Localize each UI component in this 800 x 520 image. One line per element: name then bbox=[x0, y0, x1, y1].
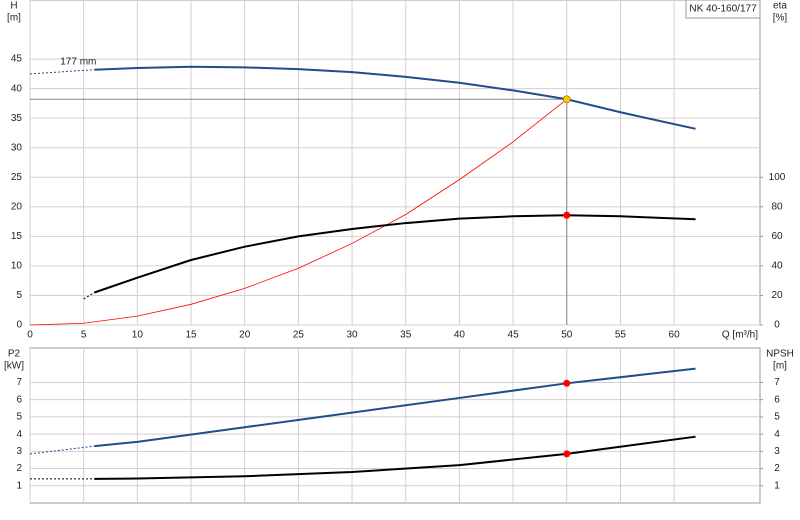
y2-tick-label: 2 bbox=[774, 463, 780, 474]
curve bbox=[29, 98, 568, 326]
y2-tick-label: 80 bbox=[771, 201, 783, 212]
y2-unit: [%] bbox=[773, 13, 788, 24]
chart-title: NK 40-160/177 bbox=[689, 4, 757, 15]
y-tick-label: 5 bbox=[16, 290, 22, 301]
x-label: Q [m³/h] bbox=[722, 330, 758, 341]
y2-tick-label: 60 bbox=[771, 231, 783, 242]
curve bbox=[29, 445, 95, 455]
y2-tick-label: 5 bbox=[774, 412, 780, 423]
y-tick-label: 15 bbox=[11, 231, 23, 242]
x-tick-label: 15 bbox=[185, 330, 197, 341]
operating-point bbox=[563, 211, 571, 219]
y-tick-label: 35 bbox=[11, 113, 23, 124]
y2-tick-label: 7 bbox=[774, 377, 780, 388]
y-unit: [m] bbox=[7, 13, 21, 24]
x-tick-label: 55 bbox=[615, 330, 627, 341]
title-box bbox=[685, 0, 761, 19]
curve bbox=[94, 65, 696, 130]
x-tick-label: 10 bbox=[132, 330, 144, 341]
x-tick-label: 5 bbox=[81, 330, 87, 341]
y-tick-label: 20 bbox=[11, 201, 23, 212]
y2-tick-label: 0 bbox=[774, 320, 780, 331]
y-label: H bbox=[10, 1, 17, 12]
x-tick-label: 25 bbox=[293, 330, 305, 341]
x-tick-label: 50 bbox=[561, 330, 573, 341]
y2-tick-label: 3 bbox=[774, 446, 780, 457]
y2-label: eta bbox=[773, 1, 787, 12]
y-tick-label: 30 bbox=[11, 142, 23, 153]
x-tick-label: 40 bbox=[454, 330, 466, 341]
y-tick-label: 6 bbox=[16, 394, 22, 405]
y2-tick-label: 100 bbox=[769, 172, 786, 183]
y2-tick-label: 4 bbox=[774, 429, 780, 440]
y2-tick-label: 20 bbox=[771, 290, 783, 301]
x-tick-label: 60 bbox=[669, 330, 681, 341]
x-tick-label: 30 bbox=[346, 330, 358, 341]
curve bbox=[94, 214, 696, 294]
y2-tick-label: 6 bbox=[774, 394, 780, 405]
y-tick-label: 45 bbox=[11, 54, 23, 65]
y2-unit: [m] bbox=[773, 361, 787, 372]
operating-point bbox=[563, 379, 571, 387]
y-tick-label: 5 bbox=[16, 412, 22, 423]
curve bbox=[29, 69, 95, 75]
y-tick-label: 25 bbox=[11, 172, 23, 183]
x-tick-label: 35 bbox=[400, 330, 412, 341]
operating-point bbox=[562, 95, 571, 104]
y-label: P2 bbox=[8, 349, 21, 360]
y-tick-label: 40 bbox=[11, 83, 23, 94]
y-tick-label: 4 bbox=[16, 429, 22, 440]
y2-label: NPSH bbox=[766, 349, 794, 360]
plot-area bbox=[29, 0, 761, 326]
y-tick-label: 0 bbox=[16, 320, 22, 331]
y-tick-label: 10 bbox=[11, 261, 23, 272]
x-tick-label: 20 bbox=[239, 330, 251, 341]
y-unit: [kW] bbox=[4, 361, 24, 372]
y2-tick-label: 1 bbox=[774, 480, 780, 491]
y2-tick-label: 40 bbox=[771, 261, 783, 272]
y-tick-label: 3 bbox=[16, 446, 22, 457]
operating-point bbox=[563, 450, 571, 458]
x-tick-label: 45 bbox=[508, 330, 520, 341]
x-tick-label: 0 bbox=[27, 330, 33, 341]
annotation: 177 mm bbox=[60, 56, 96, 67]
plot-area bbox=[29, 347, 761, 504]
y-tick-label: 2 bbox=[16, 463, 22, 474]
y-tick-label: 7 bbox=[16, 377, 22, 388]
y-tick-label: 1 bbox=[16, 480, 22, 491]
